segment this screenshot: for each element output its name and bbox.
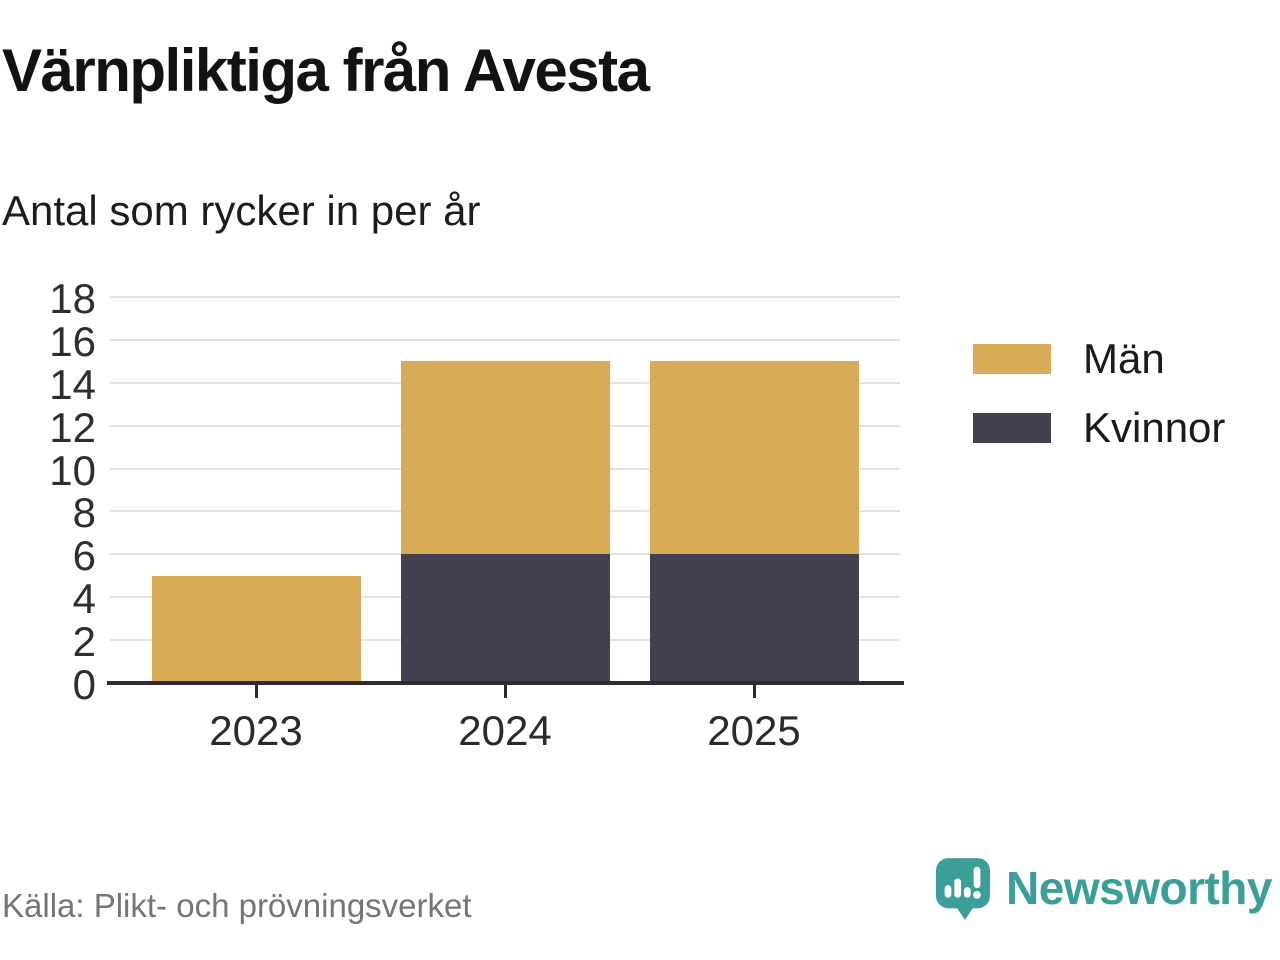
legend-item-kvinnor: Kvinnor <box>973 407 1225 449</box>
y-tick-label: 2 <box>72 618 96 666</box>
y-tick-label: 14 <box>49 360 96 408</box>
legend: Män Kvinnor <box>973 338 1225 476</box>
y-tick-label: 12 <box>49 403 96 451</box>
chart-title: Värnpliktiga från Avesta <box>2 37 650 104</box>
chart-subtitle: Antal som rycker in per år <box>2 187 481 234</box>
legend-label: Män <box>1083 335 1165 382</box>
bar-segment-män-2023 <box>151 575 361 683</box>
plot-area: 0 2 4 6 8 10 12 14 16 18 2023 2024 2025 <box>49 278 904 752</box>
legend-label: Kvinnor <box>1083 404 1226 451</box>
x-tick-label: 2025 <box>707 707 801 754</box>
x-axis-tick <box>503 685 507 698</box>
gridline <box>110 338 900 341</box>
y-tick-label: 6 <box>72 532 96 580</box>
x-axis-line <box>107 681 904 685</box>
bar-segment-kvinnor-2024 <box>400 554 610 683</box>
legend-swatch-kvinnor <box>973 413 1051 443</box>
y-tick-label: 16 <box>49 317 96 365</box>
y-tick-label: 18 <box>49 275 96 322</box>
legend-item-män: Män <box>973 338 1225 380</box>
newsworthy-logo-icon <box>935 858 991 920</box>
source-note: Källa: Plikt- och prövningsverket <box>2 887 472 924</box>
y-tick-label: 4 <box>72 575 96 623</box>
bar-segment-män-2024 <box>400 361 610 555</box>
legend-swatch-män <box>973 344 1051 374</box>
y-tick-label: 8 <box>72 489 96 537</box>
y-tick-label: 10 <box>49 446 96 494</box>
bar-segment-män-2025 <box>649 361 859 555</box>
brand-name: Newsworthy <box>1006 862 1272 914</box>
brand-lockup: Newsworthy <box>934 856 1272 924</box>
x-tick-label: 2024 <box>458 707 552 754</box>
y-tick-label: 0 <box>72 661 96 708</box>
x-axis-tick <box>752 685 756 698</box>
bar-segment-kvinnor-2025 <box>649 554 859 683</box>
gridline <box>110 296 900 298</box>
x-tick-label: 2023 <box>209 707 303 754</box>
x-axis-tick <box>254 685 258 698</box>
